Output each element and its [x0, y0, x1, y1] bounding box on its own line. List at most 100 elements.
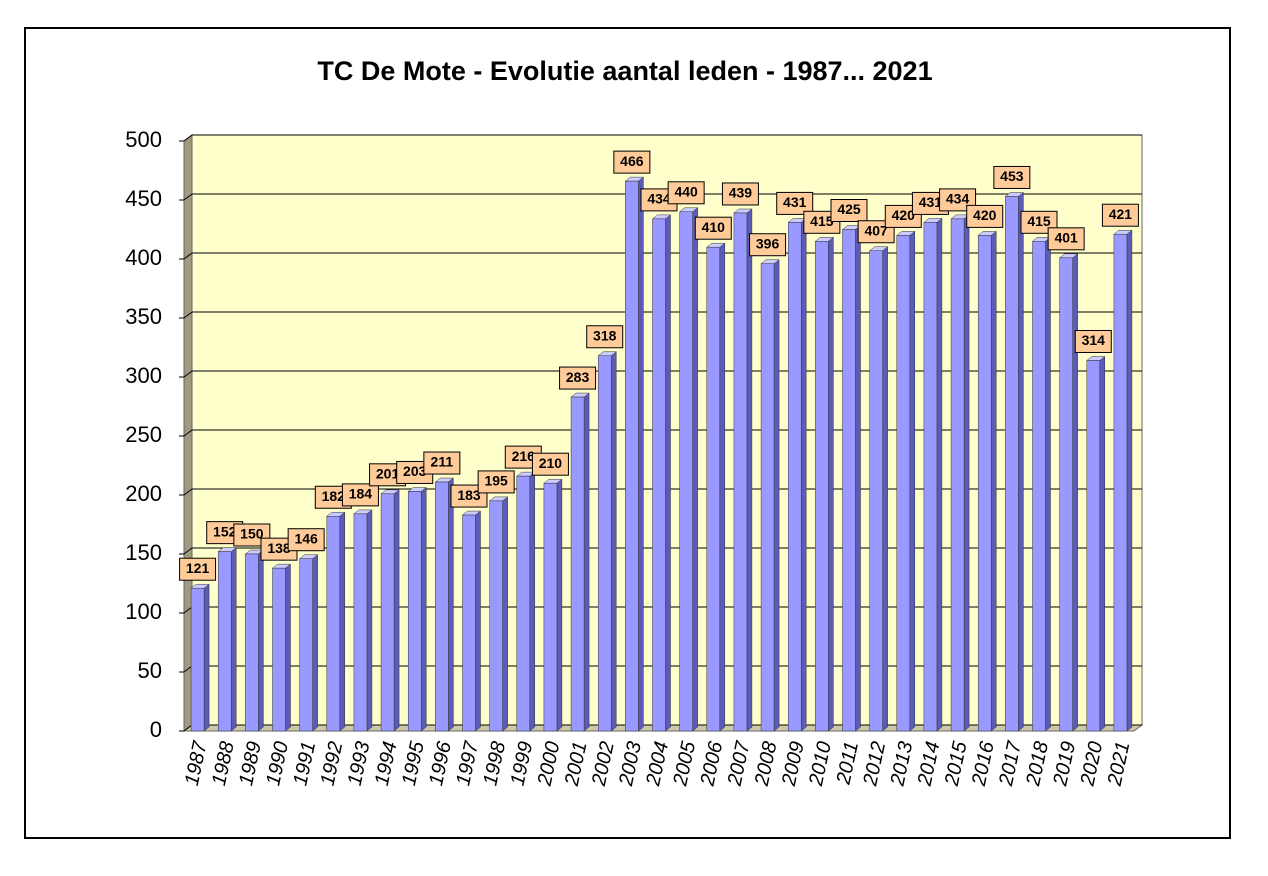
value-label-box: [477, 470, 515, 494]
value-label: 121: [186, 560, 210, 576]
value-label: 183: [457, 487, 481, 503]
value-label-box: [1047, 227, 1085, 251]
value-label-box: [559, 366, 597, 390]
bar: [1113, 233, 1128, 732]
bar: [815, 241, 829, 732]
bar: [245, 553, 259, 732]
grid-line-side: [183, 370, 193, 378]
bar-side: [393, 489, 400, 732]
bar-side: [990, 230, 997, 732]
bar: [679, 211, 693, 732]
bar-side: [339, 511, 346, 732]
bar-side: [203, 583, 210, 732]
y-tick-label: 350: [125, 304, 162, 329]
bar: [272, 567, 286, 732]
value-label: 431: [919, 194, 943, 210]
value-label-box: [749, 233, 787, 257]
value-label: 203: [403, 463, 427, 479]
value-label: 150: [240, 526, 264, 542]
value-label-box: [721, 182, 759, 206]
bar-side: [719, 242, 726, 732]
bar: [516, 475, 531, 732]
bar: [543, 482, 558, 732]
value-label: 138: [267, 540, 291, 556]
value-label: 466: [620, 153, 644, 169]
bar-side: [610, 351, 617, 732]
y-tick-label: 250: [125, 422, 162, 447]
value-label-box: [179, 557, 217, 581]
value-label: 407: [864, 222, 888, 238]
bar-side: [692, 207, 698, 732]
bar: [217, 551, 232, 732]
bar-side: [1072, 253, 1078, 732]
bar-side: [1126, 229, 1133, 732]
value-label: 314: [1082, 332, 1106, 348]
bar-side: [366, 509, 373, 732]
value-label: 425: [837, 201, 861, 217]
value-label-box: [667, 181, 705, 205]
grid-line-side: [183, 547, 193, 555]
bar-side: [258, 549, 264, 732]
bar-side: [882, 246, 888, 732]
value-label: 420: [892, 207, 916, 223]
bar-side: [936, 217, 943, 732]
bar-side: [1018, 191, 1024, 732]
bar-side: [312, 554, 318, 732]
value-label: 415: [1027, 213, 1051, 229]
value-label: 283: [566, 369, 590, 385]
bar: [1005, 196, 1019, 732]
bar: [597, 355, 612, 732]
grid-line-side: [183, 665, 193, 673]
value-label: 182: [322, 488, 346, 504]
value-label-box: [423, 451, 461, 475]
bar-side: [583, 392, 590, 732]
bar: [380, 493, 395, 732]
value-label-box: [531, 452, 569, 476]
grid-line-side: [183, 724, 193, 732]
bar-side: [529, 471, 536, 732]
value-label: 415: [810, 213, 834, 229]
bar: [733, 212, 748, 732]
grid-line-side: [183, 606, 193, 614]
value-label: 146: [294, 530, 318, 546]
bar-side: [1099, 355, 1106, 732]
bar: [407, 491, 422, 732]
bar-side: [502, 496, 508, 732]
bar-side: [800, 217, 807, 732]
value-label-box: [341, 483, 379, 507]
y-tick-label: 500: [125, 127, 162, 152]
y-tick-label: 50: [138, 658, 162, 683]
value-label: 396: [756, 235, 780, 251]
value-label-box: [1101, 203, 1139, 227]
grid-line-side: [183, 311, 193, 319]
grid-line-side: [183, 429, 193, 437]
value-label: 439: [729, 185, 753, 201]
bar-side: [420, 486, 427, 732]
bar-side: [230, 547, 237, 732]
value-label: 421: [1109, 206, 1133, 222]
value-label: 440: [674, 184, 698, 200]
bar: [842, 229, 856, 732]
bar-side: [556, 478, 563, 732]
bar: [435, 481, 449, 732]
y-tick-label: 400: [125, 245, 162, 270]
bar-side: [638, 176, 644, 732]
bar: [923, 222, 938, 732]
bar-side: [1045, 236, 1051, 732]
value-label-box: [830, 199, 868, 222]
bar-side: [828, 236, 834, 732]
bar-side: [773, 259, 780, 732]
value-label-box: [993, 165, 1031, 189]
value-label: 152: [213, 523, 237, 539]
value-label: 401: [1054, 230, 1078, 246]
bar-side: [963, 214, 970, 732]
bar: [353, 513, 368, 732]
value-label-box: [776, 191, 814, 215]
value-label-box: [966, 204, 1004, 228]
grid-line-side: [183, 252, 193, 260]
bar: [326, 515, 341, 732]
value-label-box: [586, 325, 624, 349]
grid-line-side: [183, 488, 193, 496]
value-label: 201: [376, 466, 400, 482]
bar-side: [448, 477, 454, 732]
